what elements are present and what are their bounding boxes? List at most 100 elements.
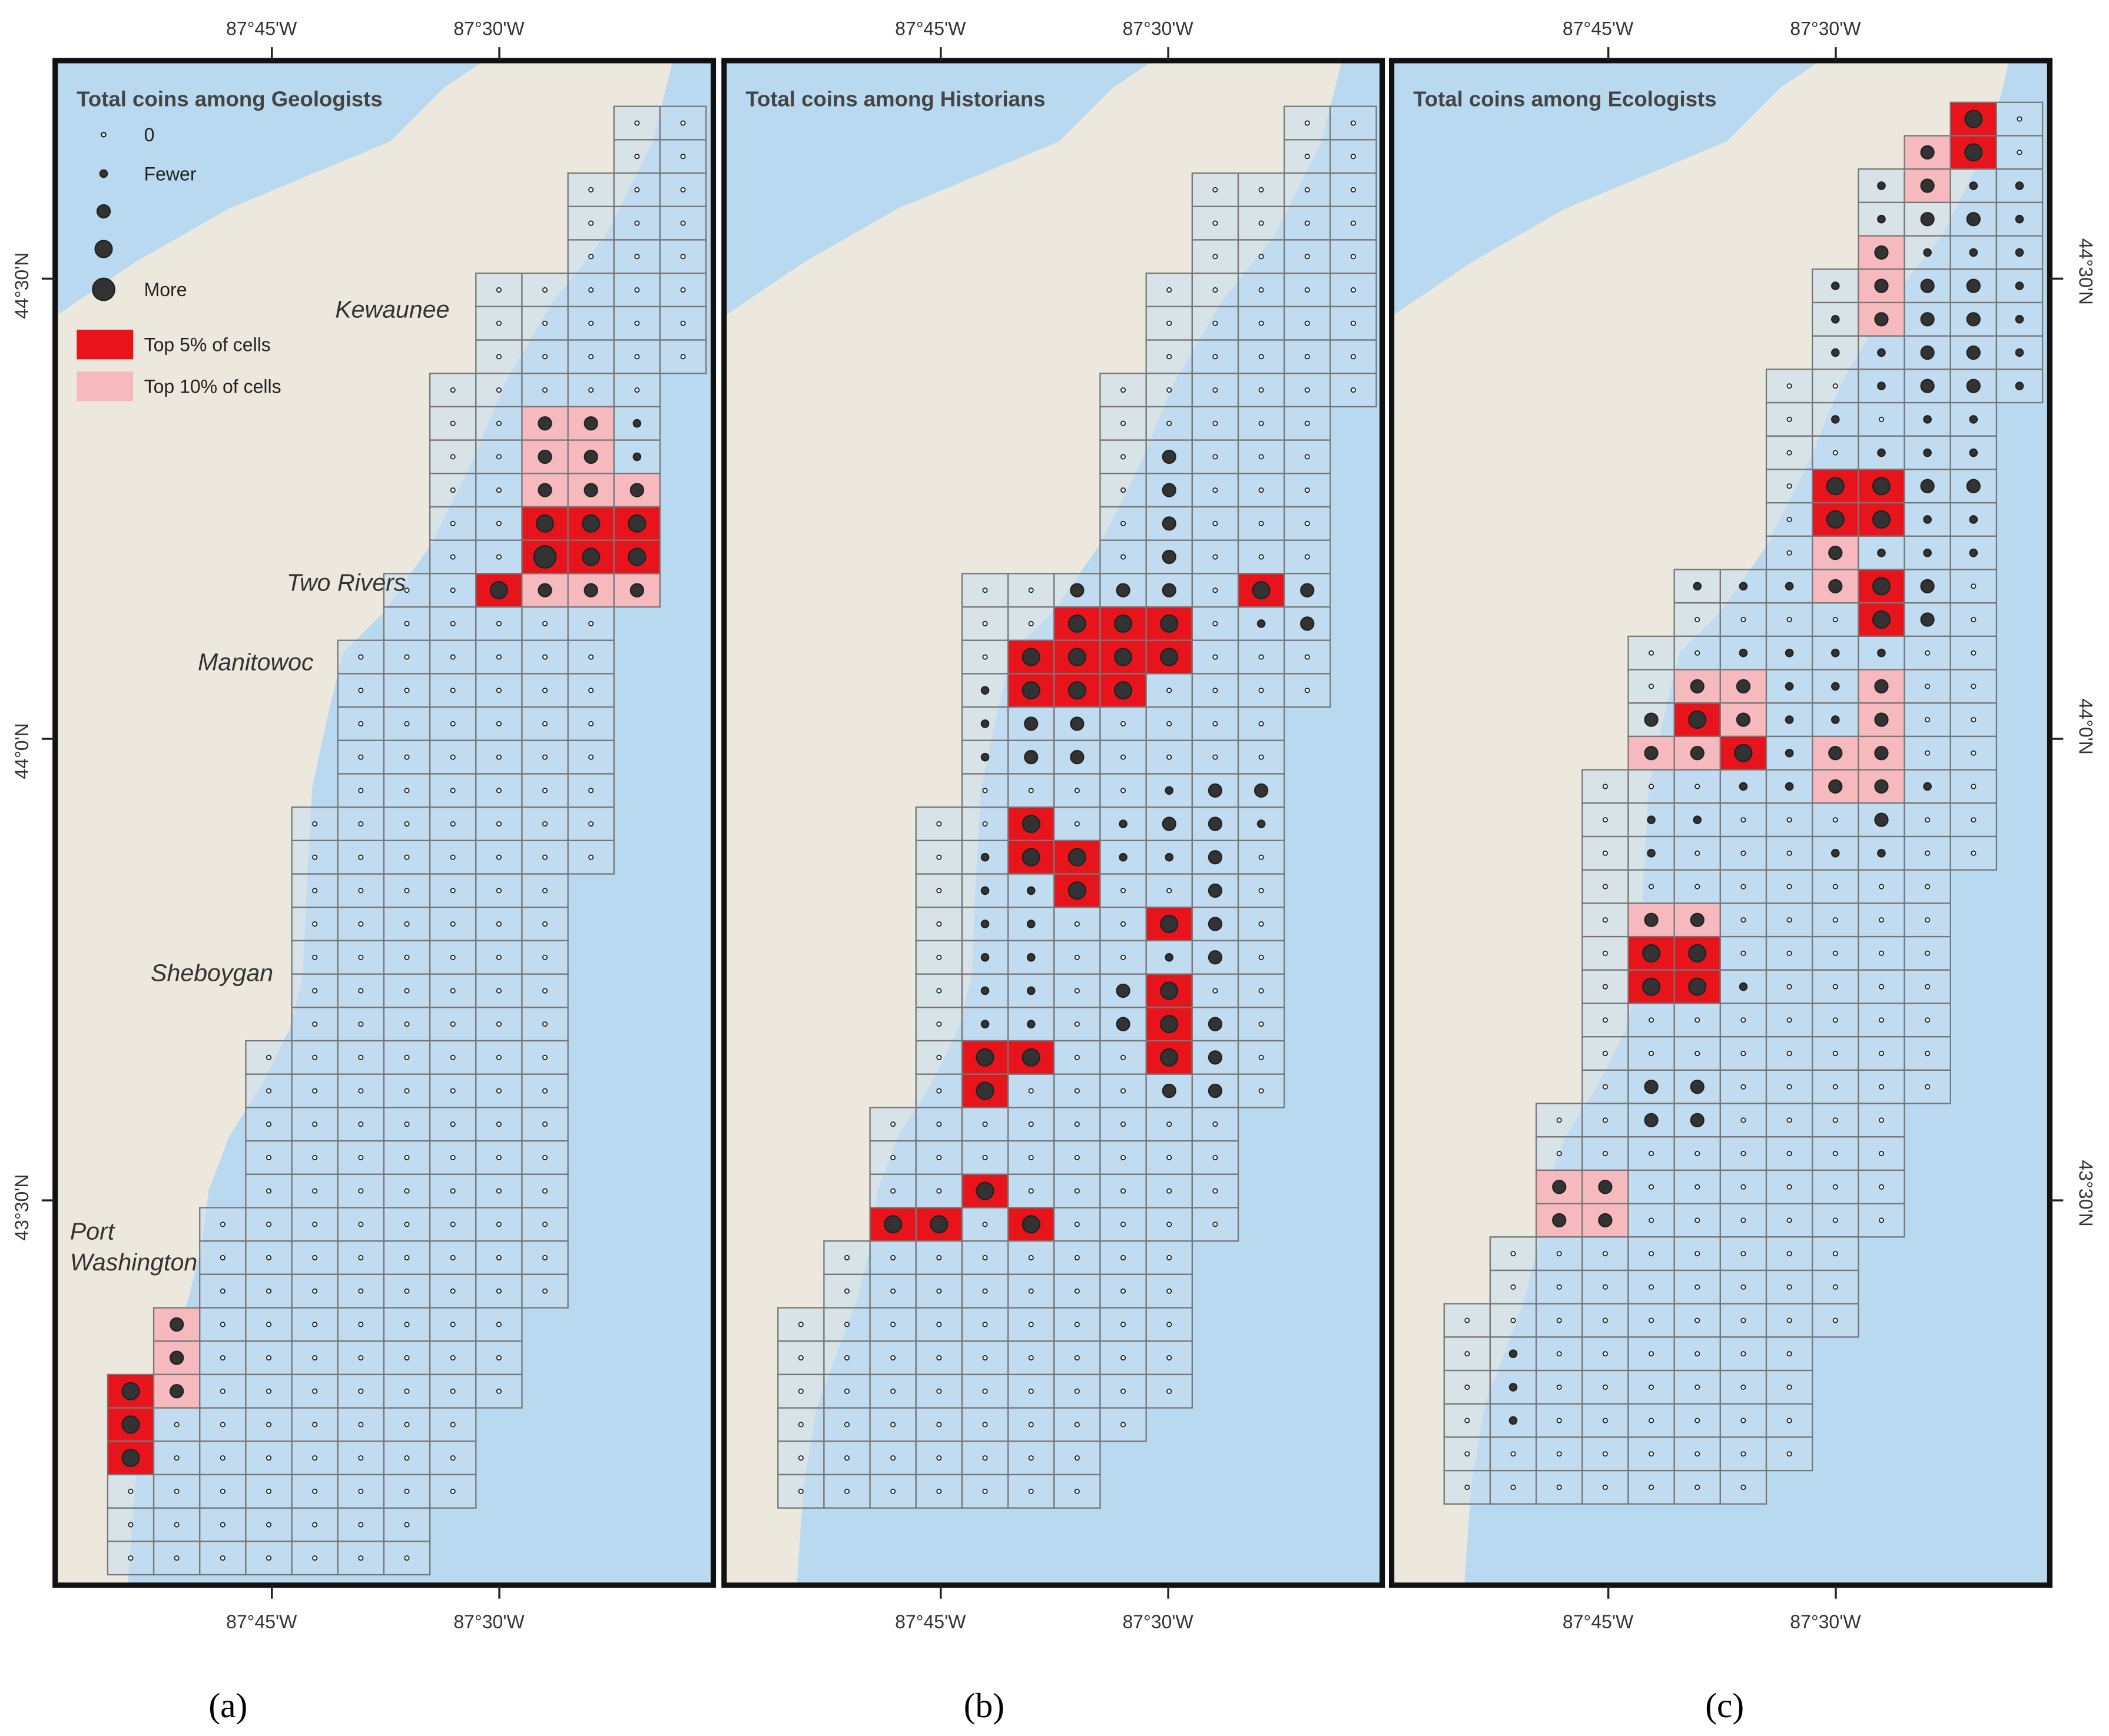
coin-dot — [1028, 1188, 1034, 1194]
coin-dot — [1464, 1418, 1470, 1423]
coin-dot — [450, 387, 456, 393]
coin-dot — [1695, 650, 1700, 656]
coin-dot — [1878, 1217, 1885, 1223]
coin-dot — [1920, 312, 1935, 327]
coin-dot — [1832, 616, 1838, 623]
coin-dot — [1923, 515, 1932, 524]
coin-dot — [2015, 248, 2024, 257]
coin-dot — [844, 1455, 850, 1461]
coin-dot — [1826, 477, 1845, 496]
coin-dot — [1162, 1083, 1176, 1098]
coin-dot — [1258, 220, 1264, 226]
coin-dot — [358, 1054, 364, 1060]
coin-dot — [980, 852, 990, 862]
coin-dot — [1552, 1213, 1567, 1228]
coin-dot — [980, 986, 990, 995]
coin-dot — [533, 545, 557, 569]
coin-dot — [1120, 1355, 1126, 1361]
coin-dot — [1258, 688, 1264, 693]
coin-dot — [496, 487, 502, 493]
coin-dot — [542, 354, 548, 360]
coin-dot — [1877, 181, 1886, 190]
coin-dot — [1350, 287, 1357, 293]
coin-dot — [1690, 1113, 1705, 1127]
coin-dot — [634, 220, 640, 226]
city-label: Washington — [70, 1249, 197, 1276]
coin-dot — [1166, 1221, 1172, 1227]
coin-dot — [312, 1322, 318, 1327]
coin-dot — [632, 419, 642, 428]
coin-dot — [1160, 648, 1179, 666]
coin-dot — [404, 1154, 410, 1160]
grid-cell — [429, 406, 477, 441]
coin-dot — [1969, 248, 1978, 257]
coin-dot — [542, 1221, 548, 1227]
coin-dot — [266, 1555, 272, 1561]
coin-dot — [1872, 477, 1891, 496]
coin-dot — [1831, 415, 1840, 424]
coin-dot — [404, 1221, 410, 1227]
coin-dot — [1120, 454, 1126, 460]
coin-dot — [1786, 1284, 1792, 1290]
coin-dot — [496, 1021, 502, 1027]
coin-dot — [1510, 1451, 1516, 1457]
map-panel-b: Total coins among Historians 87°45'W 87°45… — [721, 18, 1385, 1725]
coin-dot — [542, 688, 548, 693]
coin-dot — [220, 1488, 226, 1494]
coin-dot — [1831, 715, 1840, 724]
coin-dot — [1074, 821, 1080, 827]
coin-dot — [1166, 688, 1172, 693]
coin-dot — [1067, 648, 1086, 666]
coin-dot — [1832, 817, 1838, 823]
coin-dot — [266, 1288, 272, 1294]
coin-dot — [1786, 817, 1792, 823]
coin-dot — [1212, 754, 1218, 760]
coin-dot — [1508, 1416, 1518, 1425]
coin-dot — [1165, 852, 1174, 862]
coin-dot — [634, 387, 640, 393]
coin-dot — [1602, 1351, 1608, 1357]
coin-dot — [1464, 1451, 1470, 1457]
coin-dot — [1258, 554, 1264, 560]
legend-top10-label: Top 10% of cells — [144, 376, 281, 397]
coin-dot — [588, 854, 594, 860]
coin-dot — [1256, 619, 1266, 628]
coin-dot — [1878, 1017, 1885, 1023]
coin-dot — [450, 1455, 456, 1461]
coin-dot — [1602, 1317, 1608, 1323]
coin-dot — [890, 1355, 896, 1361]
coin-dot — [1162, 816, 1176, 831]
panel-label: (a) — [208, 1686, 247, 1725]
coin-dot — [538, 583, 552, 598]
coin-dot — [1212, 721, 1218, 727]
coin-dot — [1304, 254, 1310, 260]
coin-dot — [1964, 143, 1983, 162]
coin-dot — [1350, 120, 1357, 126]
coin-dot — [1740, 1117, 1746, 1123]
coin-dot — [1166, 420, 1172, 426]
coin-dot — [1642, 944, 1661, 962]
coin-dot — [1350, 354, 1357, 360]
coin-dot — [1258, 187, 1264, 192]
green-bay — [724, 60, 1006, 243]
coin-dot — [1464, 1351, 1470, 1357]
legend-size-label: Fewer — [144, 163, 197, 184]
coin-dot — [1166, 1355, 1172, 1361]
coin-dot — [1925, 1084, 1931, 1090]
coin-dot — [2017, 150, 2022, 155]
coin-dot — [1114, 614, 1133, 633]
legend-top10-swatch — [77, 371, 134, 401]
coin-dot — [1022, 681, 1040, 700]
coin-dot — [1920, 479, 1935, 493]
coin-dot — [1832, 1150, 1838, 1157]
coin-dot — [1258, 1088, 1264, 1094]
coin-dot — [1644, 712, 1659, 727]
coin-dot — [1258, 954, 1264, 960]
coin-dot — [930, 1215, 949, 1234]
coin-dot — [1120, 1388, 1126, 1394]
coin-dot — [1120, 954, 1126, 960]
coin-dot — [220, 1522, 226, 1528]
coin-dot — [1074, 1254, 1080, 1261]
coin-dot — [2015, 214, 2024, 224]
coin-dot — [844, 1388, 850, 1394]
